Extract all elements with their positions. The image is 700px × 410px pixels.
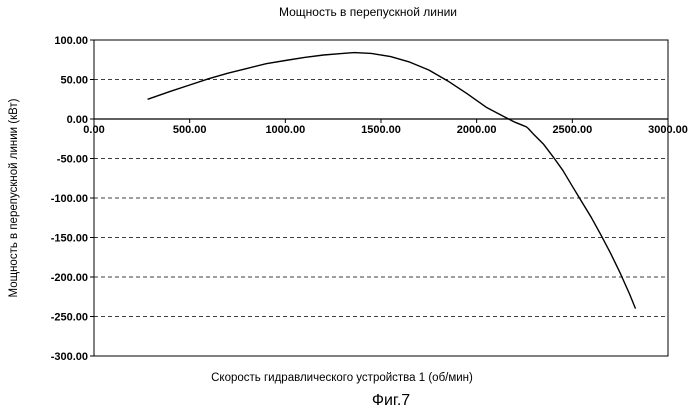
x-tick-label: 2000.00 — [457, 124, 497, 136]
y-tick-label: -250.00 — [51, 312, 88, 324]
figure-caption: Фиг.7 — [372, 392, 410, 409]
series-line-0 — [148, 53, 636, 309]
y-tick-label: 50.00 — [60, 75, 88, 87]
x-tick-label: 1500.00 — [361, 124, 401, 136]
axis-ticks: 100.00 50.00 0.00 -50.00 -100.00 -150.00 -200.… — [51, 35, 688, 363]
series-layer — [148, 53, 636, 309]
x-tick-label: 2500.00 — [552, 124, 592, 136]
y-tick-label: -50.00 — [57, 154, 88, 166]
y-axis-label: Мощность в перепускной линии (кВт) — [8, 98, 20, 297]
x-axis-label: Скорость гидравлического устройства 1 (о… — [211, 372, 473, 384]
x-tick-label: 0.00 — [83, 124, 104, 136]
x-tick-label: 1000.00 — [265, 124, 305, 136]
y-tick-label: -100.00 — [51, 193, 88, 205]
x-tick-label: 3000.00 — [648, 124, 688, 136]
y-tick-label: 100.00 — [54, 35, 88, 47]
chart-title: Мощность в перепускной линии — [279, 5, 457, 19]
grid-lines — [94, 80, 668, 317]
x-tick-label: 500.00 — [173, 124, 207, 136]
y-tick-label: -300.00 — [51, 351, 88, 363]
y-tick-label: -150.00 — [51, 233, 88, 245]
y-tick-label: -200.00 — [51, 272, 88, 284]
